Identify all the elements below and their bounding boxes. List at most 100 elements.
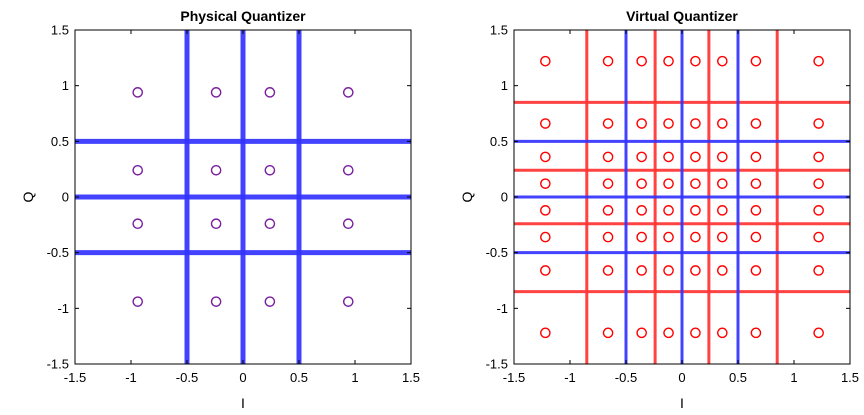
constellation-point [210,296,222,307]
constellation-point [717,231,728,243]
constellation-point [813,231,824,243]
constellation-point [750,265,762,276]
constellation-point [132,87,144,98]
constellation-point [342,218,354,230]
constellation-point [663,231,674,243]
constellation-point [264,164,276,176]
constellation-point [663,151,674,163]
constellation-point [813,118,824,129]
chart-title: Virtual Quantizer [626,8,738,24]
constellation-point [602,327,614,339]
y-tick-label: -1 [57,301,69,316]
constellation-point [264,218,276,230]
y-axis-label: Q [459,191,475,202]
x-tick-label: 1.5 [402,370,420,385]
constellation-point [750,231,762,243]
constellation-point [540,265,551,276]
constellation-point [132,296,144,307]
constellation-point [636,205,647,216]
constellation-point [813,55,824,67]
y-tick-label: 1.5 [51,23,69,38]
constellation-point [690,118,701,129]
constellation-point [540,205,551,216]
constellation-point [750,118,762,129]
constellation-point [750,327,762,339]
constellation-point [690,151,701,163]
constellation-point [717,55,728,67]
constellation-point [602,231,614,243]
constellation-point [636,118,647,129]
y-tick-label: -0.5 [47,245,69,260]
y-tick-label: 1 [62,78,69,93]
constellation-point [540,55,551,67]
constellation-point [210,164,222,176]
y-tick-label: -1.5 [47,357,69,372]
constellation-point [540,151,551,163]
constellation-point [636,55,647,67]
constellation-point [342,164,354,176]
x-axis-label: I [241,395,245,411]
constellation-point [540,118,551,129]
constellation-point [717,178,728,189]
constellation-point [602,151,614,163]
constellation-point [750,178,762,189]
constellation-point [717,118,728,129]
y-tick-label: 0.5 [51,134,69,149]
y-tick-label: 0 [62,190,69,205]
constellation-point [636,151,647,163]
constellation-point [540,231,551,243]
constellation-point [636,327,647,339]
constellation-point [813,151,824,163]
constellation-point [602,178,614,189]
constellation-point [663,327,674,339]
x-tick-label: -0.5 [176,370,198,385]
y-axis-label: Q [20,191,36,202]
constellation-point [690,265,701,276]
x-tick-label: 1.5 [841,370,859,385]
constellation-point [690,55,701,67]
physical-quantizer-panel: -1.5 -1 -0.5 0 0.5 1 1.5 1.5 1 0.5 0 -0.5 -1 -1.5 Phys… [20,8,420,411]
constellation-point [342,87,354,98]
y-tick-label: 0 [501,190,508,205]
constellation-point [690,327,701,339]
x-tick-label: 0.5 [290,370,308,385]
chart-title: Physical Quantizer [180,8,306,24]
constellation-point [663,265,674,276]
constellation-point [264,296,276,307]
y-tick-label: -0.5 [486,245,508,260]
constellation-point [602,265,614,276]
constellation-point [602,55,614,67]
x-tick-label: -1.5 [64,370,86,385]
constellation-point [813,178,824,189]
y-tick-label: -1.5 [486,357,508,372]
constellation-point [813,265,824,276]
constellation-point [717,265,728,276]
constellation-point [210,218,222,230]
x-tick-label: -1 [564,370,576,385]
constellation-point [132,164,144,176]
constellation-point [132,218,144,230]
constellation-point [813,205,824,216]
x-tick-label: 0.5 [729,370,747,385]
y-tick-label: 1.5 [490,23,508,38]
constellation-point [264,87,276,98]
constellation-point [750,55,762,67]
virtual-quantizer-panel: -1.5 -1 -0.5 0 0.5 1 1.5 1.5 1 0.5 0 -0.5 -1 -1.5 Virt… [459,8,859,411]
y-tick-label: 1 [501,78,508,93]
constellation-point [636,178,647,189]
constellation-point [602,205,614,216]
constellation-point [663,178,674,189]
y-tick-label: -1 [496,301,508,316]
constellation-point [717,151,728,163]
x-tick-label: -1.5 [503,370,525,385]
constellation-point [210,87,222,98]
constellation-point [342,296,354,307]
constellation-point [750,151,762,163]
x-tick-label: 1 [790,370,797,385]
constellation-point [717,327,728,339]
constellation-point [813,327,824,339]
x-tick-label: -1 [125,370,137,385]
constellation-point [663,205,674,216]
x-axis-label: I [680,395,684,411]
